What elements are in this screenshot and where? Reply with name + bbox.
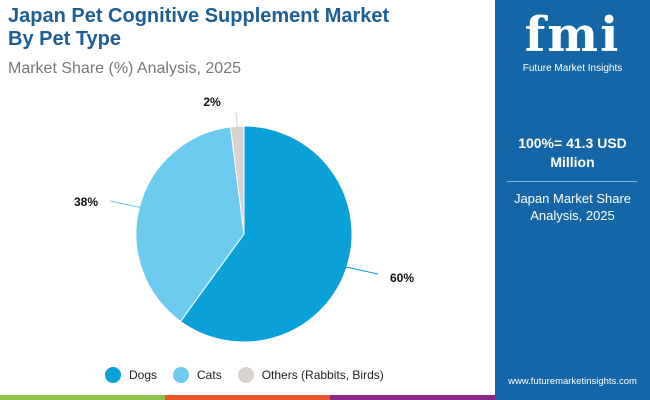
stripe-purple [330,395,495,400]
stripe-green [0,395,165,400]
legend-swatch [173,367,190,383]
legend-swatch [237,367,254,383]
market-description: Japan Market Share Analysis, 2025 [513,191,632,223]
leader-line [344,266,379,275]
legend-swatch [105,367,121,383]
legend-item-dogs: Dogs [105,367,157,383]
legend-label: Dogs [129,368,158,382]
data-label: 60% [390,271,414,285]
legend-item-cats: Cats [173,367,222,383]
title-line-2: By Pet Type [8,28,121,50]
pie-chart: 60% 38% 2% [74,95,414,343]
data-label: 2% [203,95,221,109]
data-label: 38% [74,195,98,209]
legend-label: Cats [197,368,222,382]
leader-line [235,111,238,129]
market-total: 100%= 41.3 USD Million [518,135,627,170]
legend: Dogs Cats Others (Rabbits, Birds) [105,367,384,383]
page-title: Japan Pet Cognitive Supplement Market By … [8,5,488,51]
fmi-logo: fmi Future Market Insights [495,8,650,75]
sidebar-panel: fmi Future Market Insights 100%= 41.3 USD… [495,0,650,400]
divider [507,181,637,182]
title-line-1: Japan Pet Cognitive Supplement Market [8,5,390,27]
website-url: www.futuremarketinsights.com [508,376,637,387]
logo-caption: Future Market Insights [522,63,623,74]
legend-label: Others (Rabbits, Birds) [261,368,384,382]
legend-item-others: Others (Rabbits, Birds) [237,367,384,383]
leader-line [109,200,142,209]
stripe-orange [165,395,330,400]
subtitle: Market Share (%) Analysis, 2025 [8,60,241,77]
logo-mark: fmi [524,7,621,63]
